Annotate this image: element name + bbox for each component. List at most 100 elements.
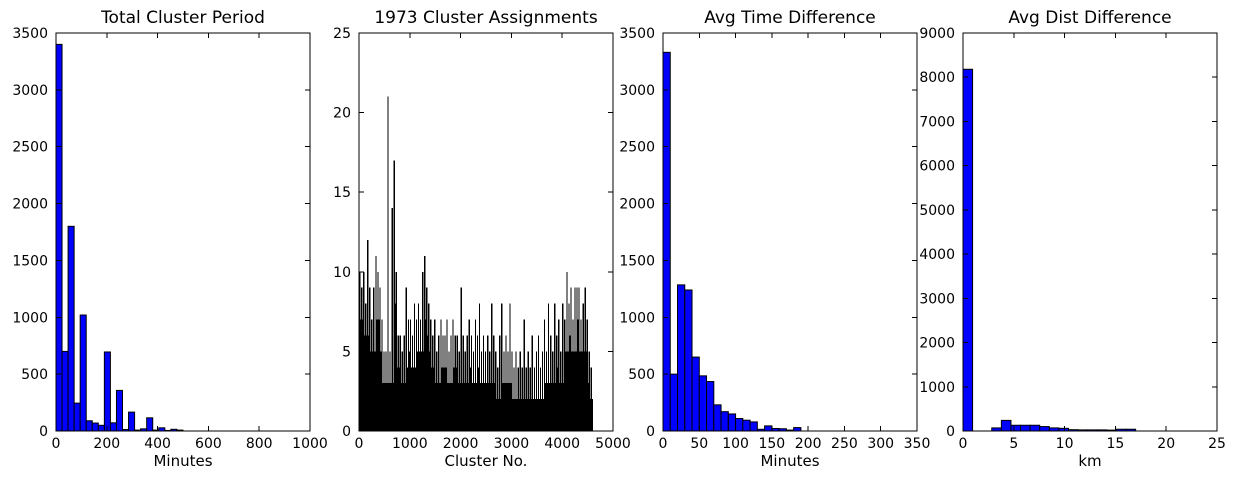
dense-bar-spike [389, 351, 391, 431]
x-tick-label: 0 [52, 436, 61, 452]
dense-bar-spike [521, 367, 523, 431]
x-axis-label-minutes-2: Minutes [760, 452, 820, 470]
dense-bar-spike [558, 319, 560, 431]
dense-bar-spike [478, 303, 481, 431]
dense-bar-spike [403, 335, 405, 431]
y-tick-label: 500 [21, 367, 48, 383]
x-tick-label: 4000 [544, 436, 580, 452]
chart-title-avg-time-difference: Avg Time Difference [704, 8, 876, 28]
x-tick-label: 20 [1157, 436, 1175, 452]
dense-bar-spike [533, 367, 536, 431]
dense-bar-spike [381, 319, 383, 431]
dense-bar-spike [399, 335, 401, 431]
histogram-bar [1000, 419, 1012, 432]
x-tick-label: 100 [722, 436, 749, 452]
dense-bar-spike [487, 335, 489, 431]
y-tick-label: 1000 [919, 380, 955, 396]
dense-bar-spike [578, 287, 580, 431]
chart-title-total-cluster-period: Total Cluster Period [101, 8, 265, 28]
y-tick-label: 20 [333, 106, 351, 122]
dense-bar-spike [413, 303, 416, 431]
axes-spines [962, 32, 1218, 432]
histogram-bar [742, 419, 751, 432]
histogram-bar [735, 417, 744, 432]
tick-marks [662, 32, 918, 432]
histogram-bar [962, 68, 974, 432]
x-tick-label: 5 [1009, 436, 1018, 452]
dense-bar-spike [474, 319, 477, 431]
dense-bar-spike [472, 351, 475, 431]
histogram-bar [79, 314, 87, 432]
dense-bar-spike [371, 319, 373, 431]
dense-bar-spike [529, 367, 531, 431]
dense-bar-spike [426, 287, 428, 431]
dense-bar-spike [428, 303, 430, 431]
dense-bar-spike [580, 319, 582, 431]
dense-bar-spike [523, 319, 525, 431]
axes-spines [55, 32, 311, 432]
chart-title-avg-dist-difference: Avg Dist Difference [1008, 8, 1172, 28]
dense-bar-spike [397, 335, 399, 431]
dense-bar-spike [365, 303, 367, 431]
dense-bar-spike [387, 96, 389, 432]
histogram-bar [103, 351, 111, 432]
dense-bar-spike [574, 287, 576, 431]
dense-bar-spike [539, 367, 542, 431]
tick-labels: 0 50 100 150 200 250 300 3500500100015002000250… [619, 26, 930, 452]
dense-bar-spike [405, 287, 407, 431]
dense-bar-spike [586, 319, 588, 431]
x-tick-label: 3000 [494, 436, 530, 452]
x-tick-label: 800 [246, 436, 273, 452]
y-tick-label: 500 [628, 367, 655, 383]
dense-bar-spike [554, 303, 556, 431]
dense-bar-spike [499, 335, 501, 431]
dense-bar-spike [525, 367, 527, 431]
histogram-bar [764, 425, 773, 432]
dense-bar-spike [517, 367, 519, 431]
y-tick-label: 3000 [12, 83, 48, 99]
histogram-bar [684, 289, 693, 432]
y-tick-label: 4000 [919, 247, 955, 263]
x-tick-label: 250 [831, 436, 858, 452]
dense-bar-spike [456, 335, 458, 431]
histogram-bar-series [962, 68, 1137, 432]
x-tick-label: 200 [93, 436, 120, 452]
x-axis-label-minutes-1: Minutes [153, 452, 213, 470]
histogram-bar [97, 424, 105, 432]
y-tick-label: 0 [946, 424, 955, 440]
dense-bar-spike [590, 367, 592, 431]
dense-bar-spike [468, 319, 470, 431]
dense-bar-spike [497, 367, 499, 431]
dense-bar-spike [541, 351, 544, 431]
dense-bar-spike [375, 255, 377, 431]
dense-bar-spike [501, 303, 503, 431]
x-tick-label: 10 [1056, 436, 1074, 452]
dense-bar-spike [560, 351, 562, 431]
dense-bar-spike [401, 351, 403, 431]
dense-bar-spike [367, 239, 369, 431]
dense-bar-spike [545, 351, 548, 431]
histogram-bar [713, 404, 722, 432]
dense-bar-spike [550, 335, 552, 431]
y-tick-label: 7000 [919, 114, 955, 130]
histogram-bar [706, 381, 715, 432]
histogram-bar [691, 356, 700, 432]
dense-bar-spike [515, 351, 517, 431]
x-tick-label: 200 [795, 436, 822, 452]
dense-bar-spike [446, 319, 448, 431]
x-tick-label: 1000 [392, 436, 428, 452]
dense-bar-spike [417, 303, 420, 431]
histogram-bar [91, 422, 99, 432]
dense-bar-spike [424, 255, 426, 431]
dense-bar-spike [440, 319, 442, 431]
histogram-bar-series [662, 51, 802, 432]
dense-bar-spike [503, 351, 505, 431]
tick-marks [962, 32, 1218, 432]
y-tick-label: 1000 [12, 310, 48, 326]
histogram-bar [1010, 424, 1022, 432]
dense-bar-spike [464, 351, 466, 431]
dense-bar-spike [562, 303, 564, 431]
x-tick-label: 15 [1106, 436, 1124, 452]
tick-labels: 0 200 400 600 800 1000 0 500 1000 1500 2000 2500 300… [12, 26, 327, 452]
